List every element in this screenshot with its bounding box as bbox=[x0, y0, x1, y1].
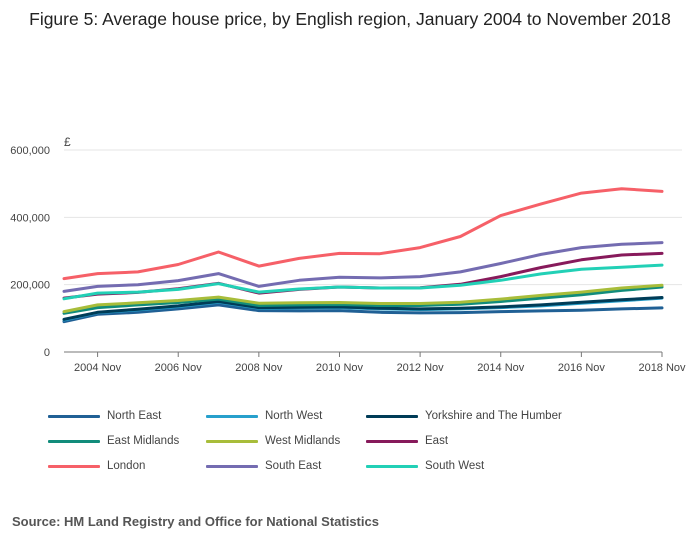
legend-label: East bbox=[425, 435, 449, 447]
series-line-west-midlands bbox=[62, 283, 664, 314]
legend-swatch bbox=[366, 414, 418, 418]
series-line-south-east bbox=[62, 241, 664, 293]
legend-swatch bbox=[206, 414, 258, 418]
legend-label: South East bbox=[265, 460, 322, 472]
legend-item[interactable]: South West bbox=[366, 458, 484, 474]
x-tick-label: 2006 Nov bbox=[155, 362, 203, 374]
legend-item[interactable]: London bbox=[48, 458, 145, 474]
legend-label: East Midlands bbox=[107, 435, 180, 447]
x-tick-label: 2012 Nov bbox=[397, 362, 445, 374]
legend-label: West Midlands bbox=[265, 435, 341, 447]
legend-item[interactable]: Yorkshire and The Humber bbox=[366, 408, 562, 424]
legend-item[interactable]: South East bbox=[206, 458, 321, 474]
series-line-north-east bbox=[62, 303, 664, 324]
y-axis: 0 200,000 400,000 600,000 bbox=[10, 145, 50, 359]
legend-swatch bbox=[48, 414, 100, 418]
series-line-south-west bbox=[62, 263, 664, 301]
series-line-yorkshire-and-the-humber bbox=[62, 296, 664, 321]
x-tick-label: 2004 Nov bbox=[74, 362, 122, 374]
legend-label: North East bbox=[107, 410, 162, 422]
series-lines bbox=[62, 187, 664, 324]
y-tick-label: 0 bbox=[44, 347, 50, 359]
legend-label: South West bbox=[425, 460, 485, 472]
legend-item[interactable]: East bbox=[366, 433, 448, 449]
legend-label: Yorkshire and The Humber bbox=[425, 410, 562, 422]
y-axis-unit-label: £ bbox=[64, 135, 71, 149]
grid-lines bbox=[64, 149, 682, 286]
legend-label: London bbox=[107, 460, 146, 472]
x-axis: 2004 Nov 2006 Nov 2008 Nov 2010 Nov 2012 Nov… bbox=[64, 351, 686, 374]
chart-title: Figure 5: Average house price, by Englis… bbox=[29, 9, 671, 29]
legend-item[interactable]: North West bbox=[206, 408, 322, 424]
x-tick-label: 2014 Nov bbox=[477, 362, 525, 374]
series-line-east-midlands bbox=[62, 285, 664, 315]
legend-swatch bbox=[366, 439, 418, 443]
y-tick-label: 200,000 bbox=[10, 280, 50, 292]
legend-swatch bbox=[48, 464, 100, 468]
legend-label: North West bbox=[265, 410, 323, 422]
x-tick-label: 2010 Nov bbox=[316, 362, 364, 374]
y-tick-label: 600,000 bbox=[10, 145, 50, 157]
legend-item[interactable]: North East bbox=[48, 408, 161, 424]
legend-swatch bbox=[206, 439, 258, 443]
legend-swatch bbox=[366, 464, 418, 468]
y-tick-label: 400,000 bbox=[10, 212, 50, 224]
x-tick-label: 2016 Nov bbox=[558, 362, 606, 374]
x-tick-label: 2008 Nov bbox=[235, 362, 283, 374]
legend-item[interactable]: West Midlands bbox=[206, 433, 340, 449]
source-note: Source: HM Land Registry and Office for … bbox=[12, 514, 379, 529]
legend-swatch bbox=[206, 464, 258, 468]
legend-swatch bbox=[48, 439, 100, 443]
series-line-london bbox=[62, 187, 664, 281]
x-tick-label: 2018 Nov bbox=[638, 362, 686, 374]
legend-item[interactable]: East Midlands bbox=[48, 433, 179, 449]
